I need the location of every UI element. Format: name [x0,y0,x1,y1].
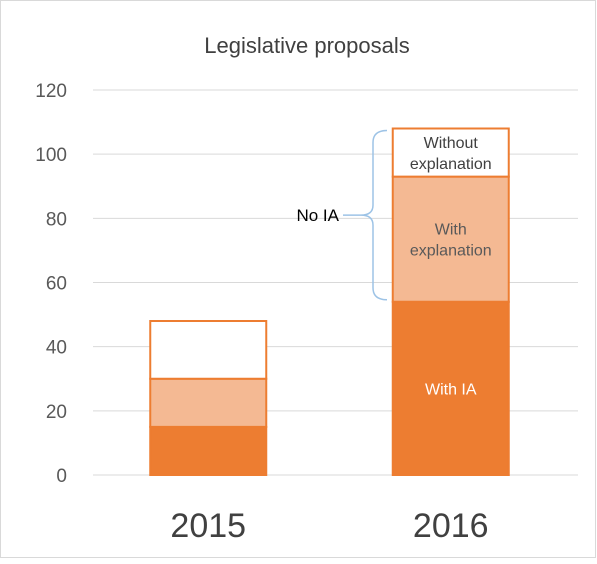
bar-segment-without_explanation-2016 [391,127,510,178]
bars: With IA With explanation Without explanation [149,127,510,476]
y-tick-label: 80 [46,209,67,230]
y-tick-label: 60 [46,274,67,295]
y-tick-label: 20 [46,402,67,423]
segment-label-with-explanation: With [435,222,467,239]
chart-title: Legislative proposals [204,33,409,58]
y-tick-label: 100 [35,145,67,166]
bar-group-2016 [391,127,510,476]
segment-label-with-ia: With IA [425,381,477,398]
bar-segment-with_ia-2016 [391,300,510,476]
segment-label-without-explanation: explanation [410,156,492,173]
x-category-label: 2015 [170,507,246,545]
x-axis: 2015 2016 [170,507,488,545]
y-axis: 0 20 40 60 80 100 120 [35,81,67,487]
bar-group-2015 [149,320,268,476]
brace-bracket [360,129,388,301]
y-tick-label: 40 [46,338,67,359]
y-tick-label: 0 [56,466,67,487]
bar-segment-without_explanation-2015 [149,320,268,380]
segment-label-without-explanation: Without [424,135,479,152]
no-ia-annotation: No IA [296,129,388,301]
y-tick-label: 120 [35,81,67,102]
bar-segment-with_ia-2015 [149,425,268,476]
bar-segment-with_explanation-2016 [391,175,510,303]
no-ia-label: No IA [296,206,339,225]
x-category-label: 2016 [413,507,489,545]
segment-label-with-explanation: explanation [410,243,492,260]
bar-segment-with_explanation-2015 [149,377,268,428]
